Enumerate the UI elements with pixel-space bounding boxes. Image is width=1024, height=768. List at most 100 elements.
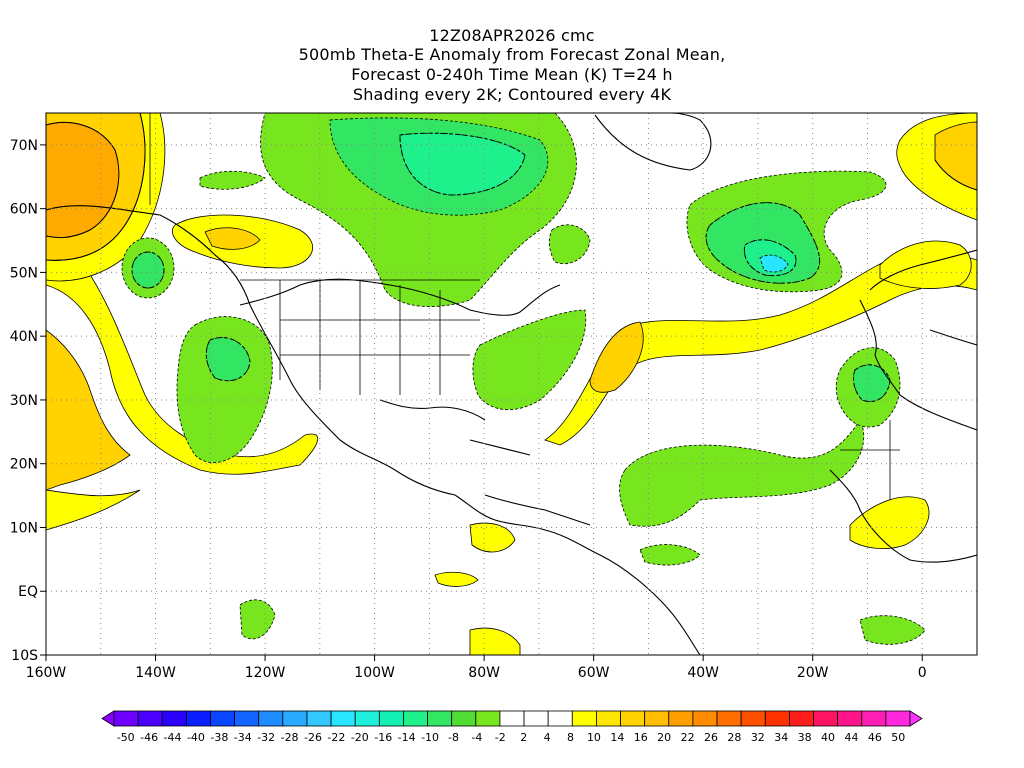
contour-lines-negative — [131, 132, 891, 403]
x-tick-label: 80W — [468, 665, 500, 681]
political-borders — [149, 113, 900, 500]
colorbar-swatch — [740, 710, 766, 727]
colorbar-label: -14 — [398, 731, 416, 744]
colorbar-swatch — [547, 710, 573, 727]
colorbar-label: -40 — [187, 731, 205, 744]
colorbar-label: 26 — [704, 731, 718, 744]
anomaly-positive-south-america-1 — [469, 522, 516, 553]
colorbar-swatch — [161, 710, 187, 727]
anomaly-positive-west-europe — [879, 240, 972, 289]
anomaly-positive-south-atlantic — [434, 571, 479, 587]
x-tick-label: 120W — [245, 665, 286, 681]
colorbar-label: 38 — [798, 731, 812, 744]
colorbar-swatch — [499, 710, 525, 727]
colorbar-label: -20 — [351, 731, 369, 744]
colorbar-swatch — [330, 710, 356, 727]
colorbar-swatch — [644, 710, 670, 727]
colorbar-swatch — [258, 710, 284, 727]
colorbar-label: 40 — [821, 731, 835, 744]
anomaly-positive-east-pacific-core — [46, 329, 131, 491]
y-tick-label: EQ — [18, 584, 38, 600]
y-tick-label: 50N — [10, 265, 38, 281]
y-tick-label: 10N — [10, 520, 38, 536]
plot-frame — [45, 112, 978, 656]
colorbar-swatch — [861, 710, 887, 727]
colorbar-swatch — [113, 710, 139, 727]
title-line-4: Shading every 2K; Contoured every 4K — [352, 85, 672, 104]
colorbar-label: 14 — [610, 731, 624, 744]
colorbar-label: 44 — [844, 731, 858, 744]
colorbar-label: -2 — [495, 731, 506, 744]
grid-lines — [46, 113, 977, 655]
y-tick-label: 10S — [11, 648, 38, 664]
colorbar-label: 50 — [891, 731, 905, 744]
colorbar-swatch — [788, 710, 814, 727]
colorbar-swatch — [764, 710, 790, 727]
colorbar — [101, 710, 923, 727]
colorbar-label: -34 — [234, 731, 252, 744]
colorbar-swatch — [523, 710, 549, 727]
colorbar-swatch — [475, 710, 501, 727]
colorbar-label: -28 — [281, 731, 299, 744]
x-tick-label: 100W — [354, 665, 395, 681]
colorbar-swatch — [668, 710, 694, 727]
colorbar-label: -46 — [140, 731, 158, 744]
colorbar-label: 32 — [751, 731, 765, 744]
title-line-3: Forecast 0-240h Time Mean (K) T=24 h — [351, 65, 673, 84]
colorbar-swatch — [885, 710, 911, 727]
colorbar-label: -44 — [164, 731, 182, 744]
colorbar-labels: -50 -46 -44 -40 -38 -34 -32 -28 -26 -22 -20 -16 -14-… — [117, 731, 906, 744]
x-tick-label: 140W — [135, 665, 176, 681]
title-line-2: 500mb Theta-E Anomaly from Forecast Zona… — [298, 45, 726, 64]
colorbar-swatch — [282, 710, 308, 727]
colorbar-label: -32 — [257, 731, 275, 744]
anomaly-negative-tropical-atlantic — [619, 419, 865, 527]
colorbar-label: -16 — [374, 731, 392, 744]
colorbar-label: 28 — [727, 731, 741, 744]
contour-lines-positive — [46, 113, 977, 261]
colorbar-label: 34 — [774, 731, 788, 744]
colorbar-swatch — [620, 710, 646, 727]
colorbar-swatch — [306, 710, 332, 727]
y-tick-label: 20N — [10, 457, 38, 473]
coastlines — [46, 113, 977, 655]
y-axis-labels: 10S EQ 10N 20N 30N 40N 50N 60N 70N — [10, 138, 38, 664]
colorbar-swatch — [837, 710, 863, 727]
axis-ticks — [40, 144, 923, 661]
y-tick-label: 60N — [10, 202, 38, 218]
colorbar-swatch — [692, 710, 718, 727]
anomaly-negative-california — [176, 316, 273, 464]
y-tick-label: 70N — [10, 138, 38, 154]
x-tick-label: 160W — [26, 665, 67, 681]
colorbar-swatch — [137, 710, 163, 727]
colorbar-label: 22 — [681, 731, 695, 744]
colorbar-swatch — [427, 710, 453, 727]
colorbar-label: -26 — [304, 731, 322, 744]
colorbar-label: -8 — [448, 731, 459, 744]
colorbar-swatch — [716, 710, 742, 727]
anomaly-positive-atlantic-band-core — [589, 321, 644, 393]
colorbar-label: 16 — [634, 731, 648, 744]
colorbar-swatch — [451, 710, 477, 727]
colorbar-swatch — [354, 710, 380, 727]
colorbar-label: 8 — [567, 731, 574, 744]
colorbar-swatch — [210, 710, 236, 727]
anomaly-negative-equatorial-2 — [639, 544, 701, 566]
y-tick-label: 30N — [10, 393, 38, 409]
anomaly-negative-canada-core — [399, 132, 526, 196]
colorbar-label: -4 — [471, 731, 482, 744]
colorbar-label: -10 — [421, 731, 439, 744]
x-tick-label: 0 — [918, 665, 927, 681]
colorbar-label: 2 — [520, 731, 527, 744]
colorbar-swatch — [234, 710, 260, 727]
map-plot-area — [46, 113, 977, 655]
anomaly-positive-atlantic-band — [544, 250, 977, 446]
anomaly-negative-equatorial-1 — [239, 599, 276, 640]
colorbar-swatch — [813, 710, 839, 727]
anomaly-negative-mid-atlantic-center — [759, 254, 789, 273]
colorbar-swatch — [596, 710, 621, 727]
anomaly-positive-pacific-lower — [46, 489, 141, 531]
colorbar-high-arrow — [909, 710, 923, 727]
colorbar-low-arrow — [101, 710, 115, 727]
anomaly-negative-west-atlantic — [472, 309, 587, 411]
